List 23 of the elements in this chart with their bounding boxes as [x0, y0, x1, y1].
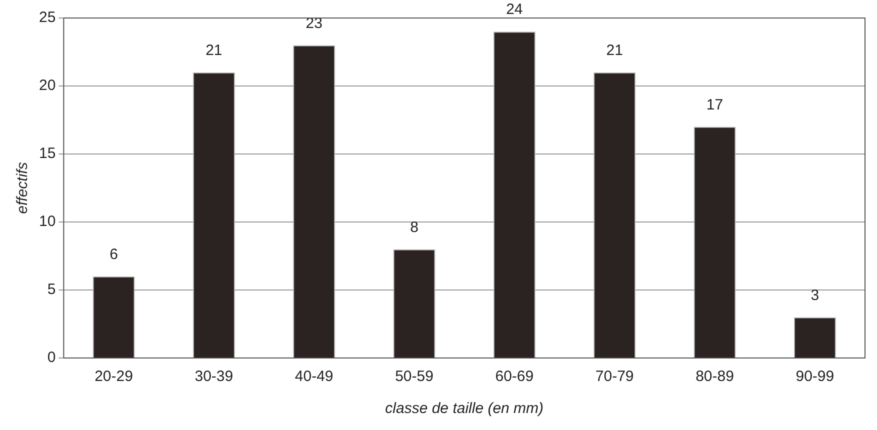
x-tick-label: 20-29: [94, 368, 133, 386]
y-axis-title: effectifs: [14, 162, 32, 214]
x-tick-label: 40-49: [294, 368, 334, 386]
data-label: 17: [706, 96, 724, 114]
x-tick-label: 30-39: [194, 368, 234, 386]
data-label: 24: [506, 1, 523, 18]
y-tick-label: 10: [38, 213, 56, 230]
x-tick-label: 60-69: [495, 368, 534, 386]
data-label: 6: [110, 246, 118, 264]
y-tick-label: 20: [38, 77, 56, 94]
y-tick-label: 0: [47, 349, 56, 366]
data-label: 3: [810, 286, 820, 304]
x-axis-title: classe de taille (en mm): [385, 400, 544, 418]
y-tick-label: 5: [47, 281, 56, 298]
data-label: 21: [606, 42, 623, 60]
x-tick-label: 70-79: [595, 368, 634, 386]
y-tick-label: 15: [38, 145, 56, 162]
y-tick-label: 25: [38, 9, 56, 26]
data-label: 21: [206, 42, 222, 60]
data-label: 8: [410, 218, 418, 236]
x-tick-label: 80-89: [696, 368, 734, 386]
x-tick-label: 90-99: [796, 368, 834, 386]
x-tick-label: 50-59: [395, 368, 434, 386]
